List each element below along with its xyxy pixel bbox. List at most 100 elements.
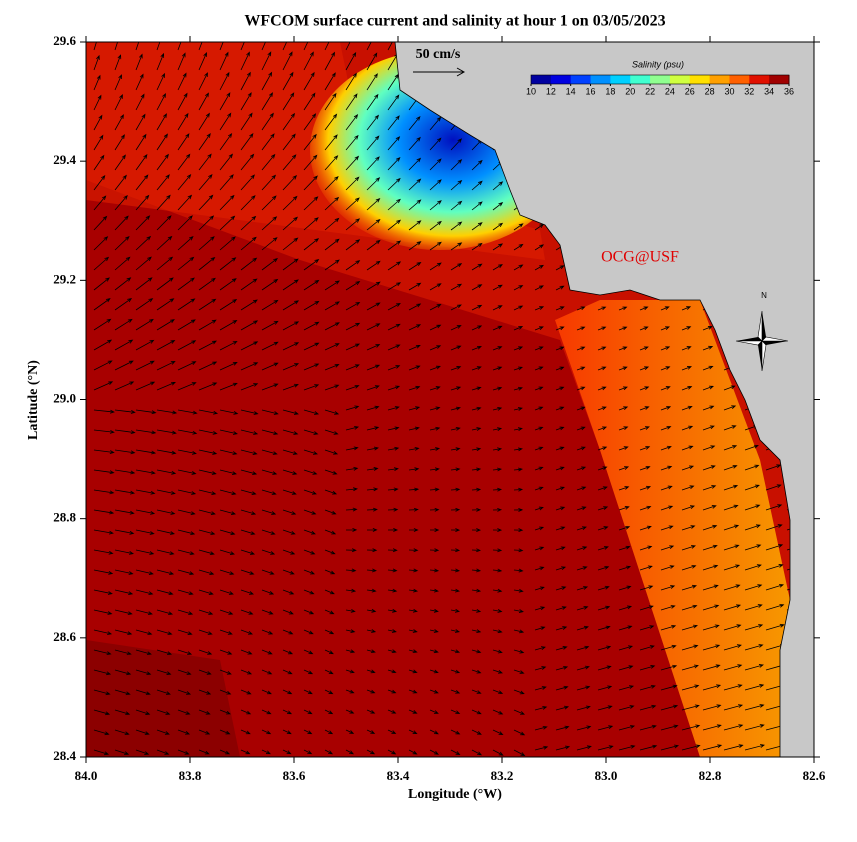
current-arrow <box>303 342 320 351</box>
current-arrow <box>681 525 696 531</box>
current-arrow <box>324 259 340 271</box>
current-arrow <box>240 257 258 271</box>
current-arrow <box>198 709 211 715</box>
current-arrow <box>366 281 381 291</box>
current-arrow <box>240 749 251 755</box>
current-arrow <box>618 605 633 611</box>
colorbar-swatch <box>749 75 770 84</box>
current-arrow <box>618 565 632 571</box>
current-arrow <box>555 626 568 631</box>
current-arrow <box>576 526 587 531</box>
current-arrow <box>135 381 156 391</box>
current-arrow <box>576 685 591 691</box>
current-arrow <box>198 133 211 151</box>
current-arrow <box>93 409 115 414</box>
current-arrow <box>450 386 462 391</box>
current-arrow <box>219 409 239 415</box>
current-arrow <box>492 202 504 211</box>
current-arrow <box>639 645 655 651</box>
current-arrow <box>198 749 210 755</box>
current-arrow <box>240 299 258 311</box>
current-arrow <box>387 323 401 331</box>
current-arrow <box>198 277 216 291</box>
current-arrow <box>513 366 524 371</box>
current-arrow <box>555 386 565 391</box>
current-arrow <box>345 405 360 411</box>
current-arrow <box>702 584 719 591</box>
x-axis-label: Longitude (°W) <box>408 787 502 802</box>
current-arrow <box>93 215 108 231</box>
current-arrow <box>261 195 277 211</box>
current-arrow <box>219 382 238 391</box>
current-arrow <box>513 427 523 432</box>
current-arrow <box>93 729 110 736</box>
x-tick-label: 83.2 <box>491 768 514 783</box>
credit: OCG@USF <box>601 249 679 266</box>
current-arrow <box>534 745 549 751</box>
colorbar-swatch <box>550 75 572 84</box>
current-arrow <box>681 485 695 491</box>
current-arrow <box>219 509 236 515</box>
current-arrow <box>471 263 483 271</box>
current-arrow <box>198 429 218 435</box>
current-arrow <box>702 505 717 511</box>
colorbar-tick-label: 16 <box>586 86 596 96</box>
current-arrow <box>429 345 442 351</box>
current-arrow <box>639 605 654 611</box>
current-arrow <box>177 42 182 51</box>
current-arrow <box>366 608 377 613</box>
current-arrow <box>198 549 215 555</box>
current-arrow <box>345 197 360 211</box>
current-arrow <box>366 260 381 271</box>
current-arrow <box>660 724 679 731</box>
current-arrow <box>366 42 372 51</box>
current-arrow <box>156 709 171 715</box>
current-arrow <box>345 42 351 51</box>
current-arrow <box>408 629 418 633</box>
current-arrow <box>135 154 148 171</box>
current-arrow <box>681 724 701 731</box>
current-arrow <box>345 649 356 654</box>
current-arrow <box>492 528 503 533</box>
current-arrow <box>555 725 570 731</box>
current-arrow <box>345 629 356 633</box>
current-arrow <box>597 326 607 331</box>
current-arrow <box>282 383 299 391</box>
current-arrow <box>324 689 334 695</box>
current-arrow <box>429 447 441 451</box>
current-arrow <box>450 709 461 714</box>
current-arrow <box>177 589 194 596</box>
current-arrow <box>93 589 113 595</box>
current-arrow <box>240 609 254 615</box>
current-arrow <box>429 386 441 391</box>
current-arrow <box>513 568 524 573</box>
current-arrow <box>576 366 586 371</box>
current-arrow <box>597 565 610 571</box>
current-arrow <box>618 745 636 751</box>
x-tick-label: 82.8 <box>699 768 722 783</box>
current-arrow <box>534 526 545 531</box>
current-arrow <box>240 669 253 675</box>
current-arrow <box>702 425 715 431</box>
current-arrow <box>450 447 461 452</box>
current-arrow <box>114 429 136 435</box>
current-arrow <box>513 264 524 271</box>
current-arrow <box>282 449 298 455</box>
current-arrow <box>303 649 314 655</box>
current-arrow <box>135 469 156 475</box>
current-arrow <box>534 666 547 671</box>
current-arrow <box>93 489 115 495</box>
current-arrow <box>492 729 504 735</box>
current-arrow <box>219 549 235 555</box>
current-arrow <box>135 749 150 755</box>
current-arrow <box>429 528 440 532</box>
current-arrow <box>135 53 143 71</box>
current-arrow <box>177 749 190 755</box>
current-arrow <box>660 366 671 371</box>
current-arrow <box>282 279 299 291</box>
current-arrow <box>324 72 336 91</box>
current-arrow <box>702 724 722 731</box>
current-arrow <box>114 489 135 495</box>
current-arrow <box>408 324 422 331</box>
current-arrow <box>135 113 146 131</box>
